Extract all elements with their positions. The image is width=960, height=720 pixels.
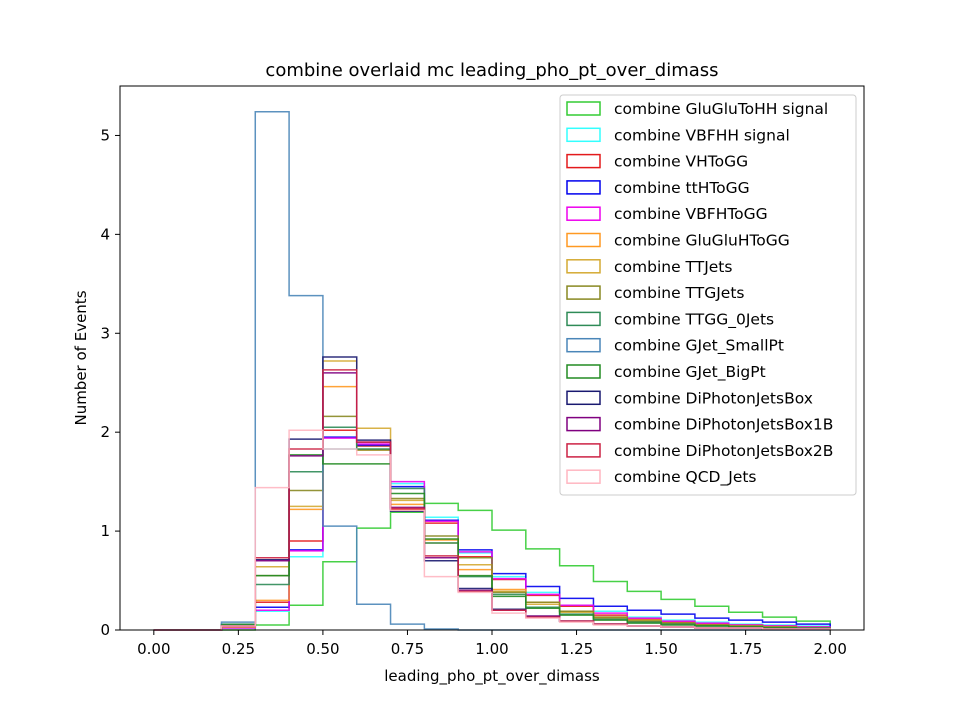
series-step-0 — [153, 502, 831, 631]
y-tick-label: 5 — [100, 126, 110, 144]
x-tick-label: 0.50 — [306, 640, 339, 658]
legend-label: combine TTJets — [614, 258, 732, 276]
legend-swatch — [566, 180, 601, 195]
legend-label: combine VHToGG — [614, 153, 748, 171]
legend-label: combine GluGluToHH signal — [614, 100, 828, 118]
legend-swatch — [566, 443, 601, 458]
legend: combine GluGluToHH signal combine VBFHH s… — [559, 94, 857, 496]
legend-label: combine DiPhotonJetsBox — [614, 389, 813, 407]
legend-label: combine DiPhotonJetsBox1B — [614, 416, 833, 434]
legend-box — [559, 94, 857, 496]
legend-label: combine GluGluHToGG — [614, 232, 790, 250]
legend-label: combine DiPhotonJetsBox2B — [614, 442, 833, 460]
y-tick-label: 3 — [100, 324, 110, 342]
x-axis: 0.00 0.25 0.50 0.75 1.00 1.25 1.50 1.75 2.00 — [137, 630, 847, 658]
legend-swatch — [566, 101, 601, 116]
x-axis-label: leading_pho_pt_over_dimass — [384, 667, 600, 686]
y-axis-label: Number of Events — [72, 290, 90, 425]
legend-swatch — [566, 206, 601, 221]
x-tick-label: 0.00 — [137, 640, 170, 658]
legend-swatch — [566, 337, 601, 353]
legend-swatch — [566, 153, 601, 169]
legend-swatch — [566, 469, 601, 484]
legend-label: combine VBFHH signal — [614, 126, 790, 144]
legend-entries: combine GluGluToHH signal combine VBFHH s… — [566, 100, 833, 487]
y-tick-label: 2 — [100, 423, 110, 441]
y-tick-label: 4 — [100, 225, 110, 243]
series-step-14 — [153, 429, 831, 631]
x-tick-label: 1.75 — [729, 640, 762, 658]
legend-swatch — [566, 311, 601, 327]
legend-label: combine ttHToGG — [614, 179, 750, 197]
legend-swatch — [566, 259, 601, 274]
legend-label: combine VBFHToGG — [614, 205, 768, 223]
series-layer — [153, 110, 831, 631]
y-axis: 0 1 2 3 4 5 — [100, 126, 120, 639]
x-tick-label: 1.00 — [475, 640, 508, 658]
x-tick-label: 1.50 — [644, 640, 677, 658]
legend-swatch — [566, 285, 601, 300]
x-tick-label: 0.75 — [391, 640, 424, 658]
legend-swatch — [566, 232, 601, 248]
chart-title: combine overlaid mc leading_pho_pt_over_… — [265, 60, 718, 81]
legend-swatch — [566, 390, 601, 406]
x-tick-label: 1.25 — [560, 640, 593, 658]
y-tick-label: 1 — [100, 522, 110, 540]
legend-swatch — [566, 416, 601, 432]
legend-label: combine TTGG_0Jets — [614, 310, 774, 329]
legend-swatch — [566, 127, 601, 143]
legend-swatch — [566, 364, 601, 379]
x-tick-label: 0.25 — [222, 640, 255, 658]
legend-label: combine TTGJets — [614, 284, 744, 302]
legend-label: combine GJet_BigPt — [614, 363, 766, 382]
y-tick-label: 0 — [100, 621, 110, 639]
legend-label: combine QCD_Jets — [614, 468, 757, 487]
legend-label: combine GJet_SmallPt — [614, 337, 784, 356]
x-tick-label: 2.00 — [813, 640, 846, 658]
